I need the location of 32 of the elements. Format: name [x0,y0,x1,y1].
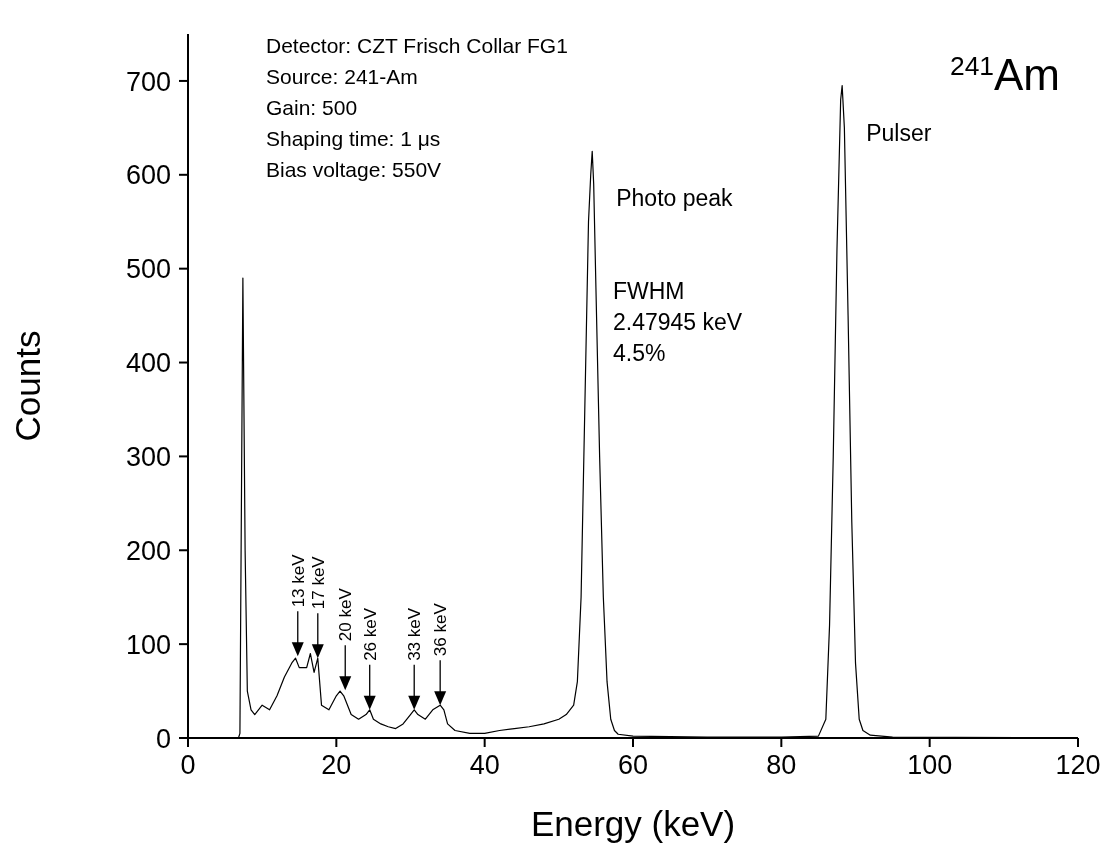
x-tick-label: 100 [907,750,953,781]
x-tick-label: 0 [180,750,196,781]
annotation: 17 keV [308,555,328,610]
annotation: 20 keV [336,587,356,642]
annotation: Detector: CZT Frisch Collar FG1 [266,33,568,59]
y-tick-label: 200 [125,535,171,566]
x-axis-title: Energy (keV) [530,804,736,843]
y-axis-title: Counts [8,330,48,442]
annotation: 13 keV [288,553,308,608]
y-tick-label: 500 [125,254,171,285]
x-tick-label: 60 [617,750,649,781]
x-tick-label: 20 [321,750,352,781]
annotation: Gain: 500 [266,95,359,121]
annotation: Source: 241-Am [266,64,419,90]
annotation: 33 keV [405,607,425,661]
y-tick-label: 0 [155,723,171,754]
annotation: Photo peak [616,185,734,212]
y-tick-label: 600 [125,160,171,191]
y-tick-label: 700 [125,66,171,97]
y-tick-label: 100 [125,629,171,660]
chart-title: $^{241}$Am [949,50,1060,99]
y-tick-label: 400 [125,348,171,379]
annotation: FWHM 2.47945 keV 4.5% [613,277,743,368]
annotation: 36 keV [431,602,451,657]
x-tick-label: 120 [1055,750,1101,781]
annotation: Shaping time: 1 μs [266,126,442,152]
annotation: Pulser [866,119,932,146]
x-tick-label: 80 [766,750,797,781]
y-tick-label: 300 [125,441,171,472]
annotation: Bias voltage: 550V [266,157,443,183]
x-tick-label: 40 [469,750,500,781]
annotation: 26 keV [360,607,380,661]
